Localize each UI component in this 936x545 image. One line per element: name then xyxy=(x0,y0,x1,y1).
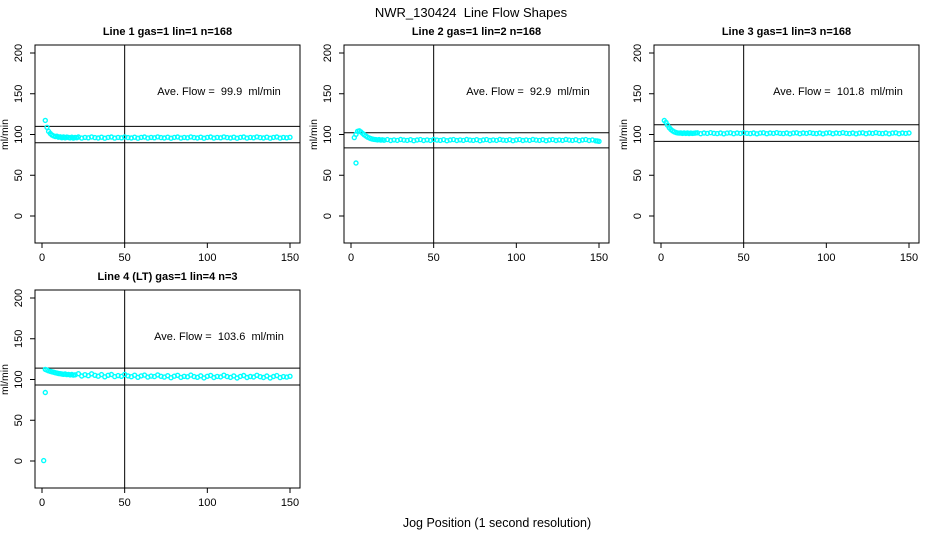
x-tick-label: 100 xyxy=(198,497,216,509)
y-tick-label: 100 xyxy=(13,125,25,143)
data-point xyxy=(906,130,912,136)
y-axis-name: ml/min xyxy=(0,119,11,150)
panel-title: Line 1 gas=1 lin=1 n=168 xyxy=(103,26,232,38)
y-tick-label: 0 xyxy=(13,213,25,219)
y-tick-label: 50 xyxy=(13,414,25,426)
x-tick-label: 50 xyxy=(428,252,440,264)
plot-box xyxy=(653,44,920,244)
y-tick-label: 200 xyxy=(632,44,644,62)
data-point xyxy=(353,160,359,166)
y-axis-name: ml/min xyxy=(618,119,630,150)
data-point xyxy=(41,457,47,464)
x-tick-label: 150 xyxy=(900,252,918,264)
panel-4: 0 50 100 150 0 50 100 150 200 ml/min Line 4 (LT) g… xyxy=(0,271,301,509)
y-tick-label: 200 xyxy=(322,44,334,62)
data-point xyxy=(44,124,50,131)
y-tick-label: 100 xyxy=(632,125,644,143)
data-points xyxy=(351,128,602,166)
y-tick-label: 0 xyxy=(322,213,334,219)
x-tick-label: 150 xyxy=(281,497,299,509)
panel-title: Line 2 gas=1 lin=2 n=168 xyxy=(412,26,541,38)
y-axis-name: ml/min xyxy=(308,119,320,150)
panel-2: 0 50 100 150 0 50 100 150 200 ml/min Line 2 gas=1 … xyxy=(308,26,610,264)
y-tick-label: 50 xyxy=(13,169,25,181)
x-tick-label: 0 xyxy=(39,497,45,509)
ave-flow-annotation: Ave. Flow = 92.9 ml/min xyxy=(466,86,590,98)
plot-box xyxy=(34,289,301,489)
data-point xyxy=(42,389,48,396)
x-tick-label: 0 xyxy=(348,252,354,264)
x-tick-label: 100 xyxy=(817,252,835,264)
x-tick-label: 150 xyxy=(281,252,299,264)
data-point xyxy=(42,117,48,124)
y-tick-label: 0 xyxy=(13,458,25,464)
y-tick-label: 50 xyxy=(632,169,644,181)
x-axis-label: Jog Position (1 second resolution) xyxy=(403,516,591,530)
ave-flow-annotation: Ave. Flow = 103.6 ml/min xyxy=(154,331,284,343)
y-tick-label: 150 xyxy=(13,85,25,103)
y-tick-label: 100 xyxy=(322,125,334,143)
plot-box xyxy=(34,44,301,244)
x-tick-label: 150 xyxy=(590,252,608,264)
data-point xyxy=(287,373,293,379)
data-point xyxy=(596,138,602,145)
y-tick-label: 150 xyxy=(322,85,334,103)
y-tick-label: 100 xyxy=(13,370,25,388)
y-tick-label: 0 xyxy=(632,213,644,219)
y-tick-label: 50 xyxy=(322,169,334,181)
x-tick-label: 0 xyxy=(658,252,664,264)
data-point xyxy=(287,134,293,141)
x-tick-label: 0 xyxy=(39,252,45,264)
y-tick-label: 200 xyxy=(13,44,25,62)
data-points xyxy=(661,117,912,137)
y-axis-name: ml/min xyxy=(0,364,11,395)
panels-group: 0 50 100 150 0 50 100 150 200 ml/min Line 1 gas=1 … xyxy=(0,26,920,509)
y-tick-label: 200 xyxy=(13,289,25,307)
panel-1: 0 50 100 150 0 50 100 150 200 ml/min Line 1 gas=1 … xyxy=(0,26,301,264)
y-tick-label: 150 xyxy=(13,330,25,348)
plot-box xyxy=(343,44,610,244)
panel-3: 0 50 100 150 0 50 100 150 200 ml/min Line 3 gas=1 … xyxy=(618,26,920,264)
panel-title: Line 4 (LT) gas=1 lin=4 n=3 xyxy=(97,271,237,283)
data-points xyxy=(41,366,293,464)
ave-flow-annotation: Ave. Flow = 99.9 ml/min xyxy=(157,86,281,98)
data-points xyxy=(42,117,293,141)
x-tick-label: 50 xyxy=(119,252,131,264)
main-title: NWR_130424 Line Flow Shapes xyxy=(375,5,568,20)
y-tick-label: 150 xyxy=(632,85,644,103)
x-tick-label: 50 xyxy=(738,252,750,264)
x-tick-label: 100 xyxy=(507,252,525,264)
x-tick-label: 100 xyxy=(198,252,216,264)
ave-flow-annotation: Ave. Flow = 101.8 ml/min xyxy=(773,86,903,98)
panel-title: Line 3 gas=1 lin=3 n=168 xyxy=(722,26,851,38)
x-tick-label: 50 xyxy=(119,497,131,509)
